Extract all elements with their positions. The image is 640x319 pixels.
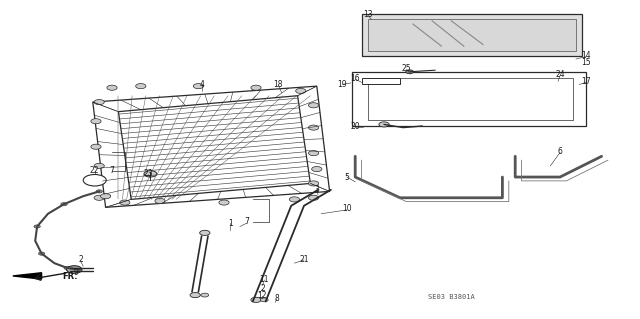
Circle shape bbox=[193, 84, 204, 89]
Text: 14: 14 bbox=[580, 51, 591, 60]
Circle shape bbox=[144, 171, 157, 177]
Circle shape bbox=[91, 119, 101, 124]
Text: 18: 18 bbox=[274, 80, 283, 89]
Text: 23: 23 bbox=[143, 169, 154, 178]
Text: 20: 20 bbox=[350, 122, 360, 130]
Text: SE03 B3801A: SE03 B3801A bbox=[428, 294, 475, 300]
Circle shape bbox=[308, 151, 319, 156]
Circle shape bbox=[107, 85, 117, 90]
Circle shape bbox=[136, 84, 146, 89]
Text: 12: 12 bbox=[258, 291, 267, 300]
Circle shape bbox=[96, 190, 102, 193]
Text: 4: 4 bbox=[199, 80, 204, 89]
Text: 11: 11 bbox=[260, 275, 269, 284]
Text: 2: 2 bbox=[78, 256, 83, 264]
Text: 17: 17 bbox=[580, 77, 591, 86]
Polygon shape bbox=[362, 78, 400, 84]
Text: 7: 7 bbox=[244, 217, 249, 226]
Polygon shape bbox=[362, 14, 582, 56]
Polygon shape bbox=[118, 96, 310, 199]
Text: 3: 3 bbox=[314, 185, 319, 194]
Circle shape bbox=[190, 293, 200, 298]
Circle shape bbox=[67, 266, 82, 273]
Circle shape bbox=[308, 103, 319, 108]
Text: 7: 7 bbox=[109, 166, 115, 175]
Text: 5: 5 bbox=[344, 173, 349, 182]
Text: 6: 6 bbox=[557, 147, 563, 156]
Circle shape bbox=[61, 203, 67, 206]
Text: 16: 16 bbox=[350, 74, 360, 83]
Text: 10: 10 bbox=[342, 204, 352, 213]
Text: 19: 19 bbox=[337, 80, 348, 89]
Circle shape bbox=[251, 297, 261, 302]
Circle shape bbox=[94, 163, 104, 168]
Polygon shape bbox=[352, 72, 586, 126]
Text: 2: 2 bbox=[260, 284, 265, 293]
Circle shape bbox=[120, 200, 130, 205]
Text: 21: 21 bbox=[300, 256, 308, 264]
Text: 15: 15 bbox=[580, 58, 591, 67]
Circle shape bbox=[94, 100, 104, 105]
Circle shape bbox=[100, 194, 111, 199]
Circle shape bbox=[201, 293, 209, 297]
Circle shape bbox=[308, 181, 319, 186]
Text: 13: 13 bbox=[363, 10, 373, 19]
Circle shape bbox=[296, 88, 306, 93]
Circle shape bbox=[94, 195, 104, 200]
Polygon shape bbox=[368, 19, 576, 51]
Text: 22: 22 bbox=[90, 166, 99, 175]
Text: 8: 8 bbox=[274, 294, 279, 303]
Circle shape bbox=[379, 122, 389, 127]
Polygon shape bbox=[93, 86, 330, 207]
Circle shape bbox=[83, 174, 106, 186]
Circle shape bbox=[38, 252, 45, 255]
Circle shape bbox=[260, 298, 268, 302]
Circle shape bbox=[219, 200, 229, 205]
Polygon shape bbox=[368, 78, 573, 120]
Circle shape bbox=[312, 167, 322, 172]
Circle shape bbox=[308, 125, 319, 130]
Text: 9: 9 bbox=[73, 268, 78, 277]
Circle shape bbox=[200, 230, 210, 235]
Text: FR.: FR. bbox=[63, 272, 78, 281]
Circle shape bbox=[155, 198, 165, 204]
Circle shape bbox=[251, 85, 261, 90]
Circle shape bbox=[64, 266, 70, 270]
Text: 25: 25 bbox=[401, 64, 412, 73]
Text: 24: 24 bbox=[555, 70, 565, 79]
Circle shape bbox=[289, 197, 300, 202]
Circle shape bbox=[34, 225, 40, 228]
Text: 1: 1 bbox=[228, 219, 233, 228]
Polygon shape bbox=[13, 273, 42, 279]
Circle shape bbox=[91, 144, 101, 149]
Circle shape bbox=[308, 195, 319, 200]
Circle shape bbox=[406, 70, 413, 74]
